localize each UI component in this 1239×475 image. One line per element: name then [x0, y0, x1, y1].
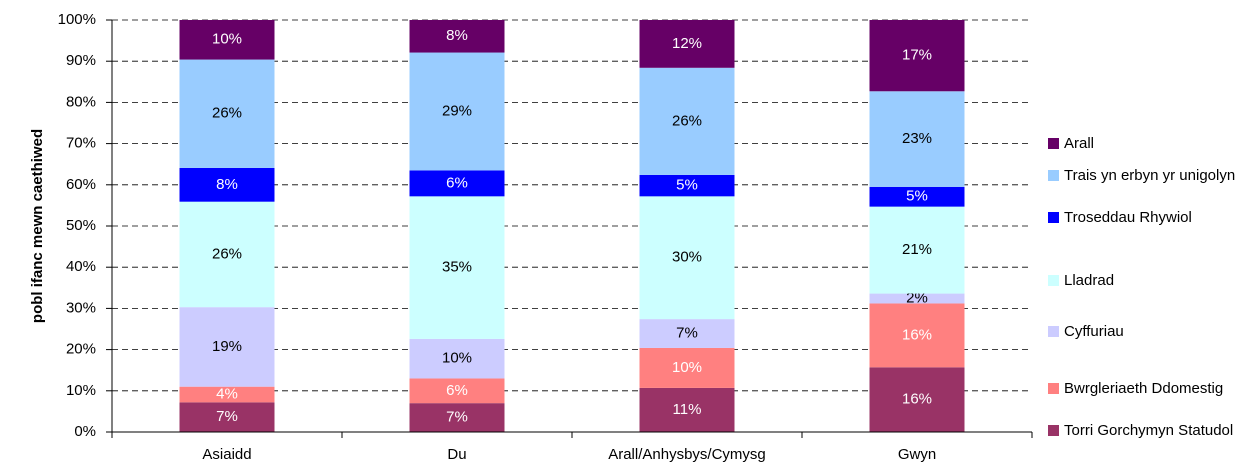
legend-item: Troseddau Rhywiol: [1046, 207, 1236, 228]
value-label: 7%: [676, 325, 698, 342]
value-label: 6%: [446, 382, 468, 399]
legend-swatch: [1048, 138, 1059, 149]
legend-label: Lladrad: [1064, 272, 1115, 289]
value-label: 5%: [676, 177, 698, 194]
legend-item: Trais yn erbyn yr unigolyn: [1046, 165, 1236, 186]
bar-segment: [179, 307, 275, 387]
value-label: 23%: [902, 130, 932, 147]
legend-label: Trais yn erbyn yr unigolyn: [1064, 167, 1236, 184]
x-tick-label: Arall/Anhysbys/Cymysg: [608, 446, 766, 463]
legend-label: Arall: [1064, 135, 1095, 152]
bar-segment: [639, 387, 735, 432]
value-label: 16%: [902, 391, 932, 408]
legend-swatch: [1048, 383, 1059, 394]
y-tick-label: 0%: [74, 423, 96, 440]
value-label: 26%: [672, 112, 702, 129]
value-label: 21%: [902, 241, 932, 258]
x-tick-label: Gwyn: [898, 446, 936, 463]
legend-label: Cyffuriau: [1064, 323, 1124, 340]
bar-segment: [409, 20, 505, 53]
value-label: 8%: [216, 176, 238, 193]
bar-segment: [869, 186, 965, 207]
value-label: 10%: [442, 350, 472, 367]
bar-segment: [869, 293, 965, 304]
value-label: 10%: [212, 31, 242, 48]
bar-segment: [179, 167, 275, 202]
value-label: 5%: [906, 188, 928, 205]
value-label: 35%: [442, 259, 472, 276]
bar-segment: [409, 52, 505, 171]
y-axis-label: pobl ifanc mewn caethiwed: [29, 129, 46, 323]
legend-item: Lladrad: [1046, 270, 1236, 291]
bar-segment: [639, 174, 735, 197]
value-label: 16%: [902, 326, 932, 343]
bar-segment: [639, 67, 735, 175]
x-tick-label: Asiaidd: [202, 446, 251, 463]
bar-segment: [869, 367, 965, 432]
legend-item: Bwrgleriaeth Ddomestig: [1046, 378, 1236, 399]
y-tick-label: 50%: [66, 217, 96, 234]
bar-segment: [639, 347, 735, 388]
value-label: 11%: [673, 401, 702, 418]
bar-segment: [869, 20, 965, 92]
y-tick-label: 70%: [66, 135, 96, 152]
legend-label: Bwrgleriaeth Ddomestig: [1064, 380, 1224, 397]
y-tick-label: 80%: [66, 93, 96, 110]
bar-segment: [179, 201, 275, 308]
legend-swatch: [1048, 326, 1059, 337]
y-tick-label: 10%: [66, 382, 96, 399]
y-tick-label: 40%: [66, 258, 96, 275]
legend-swatch: [1048, 170, 1059, 181]
legend-swatch: [1048, 425, 1059, 436]
bar-segment: [409, 338, 505, 379]
value-label: 4%: [216, 385, 238, 402]
legend-item: Arall: [1046, 133, 1236, 154]
y-tick-label: 100%: [58, 11, 96, 28]
value-label: 2%: [906, 289, 928, 306]
bar-segment: [409, 170, 505, 197]
bar-segment: [179, 402, 275, 432]
bar-segment: [179, 386, 275, 403]
value-label: 17%: [902, 47, 932, 64]
value-label: 8%: [446, 27, 468, 44]
bar-segment: [409, 403, 505, 432]
legend-item: Torri Gorchymyn Statudol: [1046, 420, 1236, 441]
bar-segment: [409, 196, 505, 339]
bar-segment: [869, 303, 965, 368]
value-label: 26%: [212, 105, 242, 122]
x-tick-label: Du: [447, 446, 466, 463]
bar-segment: [179, 59, 275, 168]
legend-item: Cyffuriau: [1046, 321, 1236, 342]
legend-label: Troseddau Rhywiol: [1064, 209, 1192, 226]
y-tick-label: 30%: [66, 299, 96, 316]
value-label: 19%: [212, 338, 242, 355]
legend-label: Torri Gorchymyn Statudol: [1064, 422, 1234, 439]
bar-segment: [409, 378, 505, 404]
bar-segment: [639, 196, 735, 320]
value-label: 29%: [442, 102, 472, 119]
bar-segment: [179, 20, 275, 60]
bar-segment: [639, 319, 735, 348]
y-tick-label: 90%: [66, 52, 96, 69]
legend-swatch: [1048, 275, 1059, 286]
bar-segment: [869, 206, 965, 294]
value-label: 10%: [672, 359, 702, 376]
bar-segment: [639, 20, 735, 68]
value-label: 7%: [216, 408, 238, 425]
bar-segment: [869, 91, 965, 187]
value-label: 7%: [446, 409, 468, 426]
value-label: 12%: [672, 35, 702, 52]
value-label: 6%: [446, 174, 468, 191]
y-tick-label: 60%: [66, 176, 96, 193]
legend-swatch: [1048, 212, 1059, 223]
value-label: 30%: [672, 249, 702, 266]
value-label: 26%: [212, 245, 242, 262]
y-tick-label: 20%: [66, 341, 96, 358]
